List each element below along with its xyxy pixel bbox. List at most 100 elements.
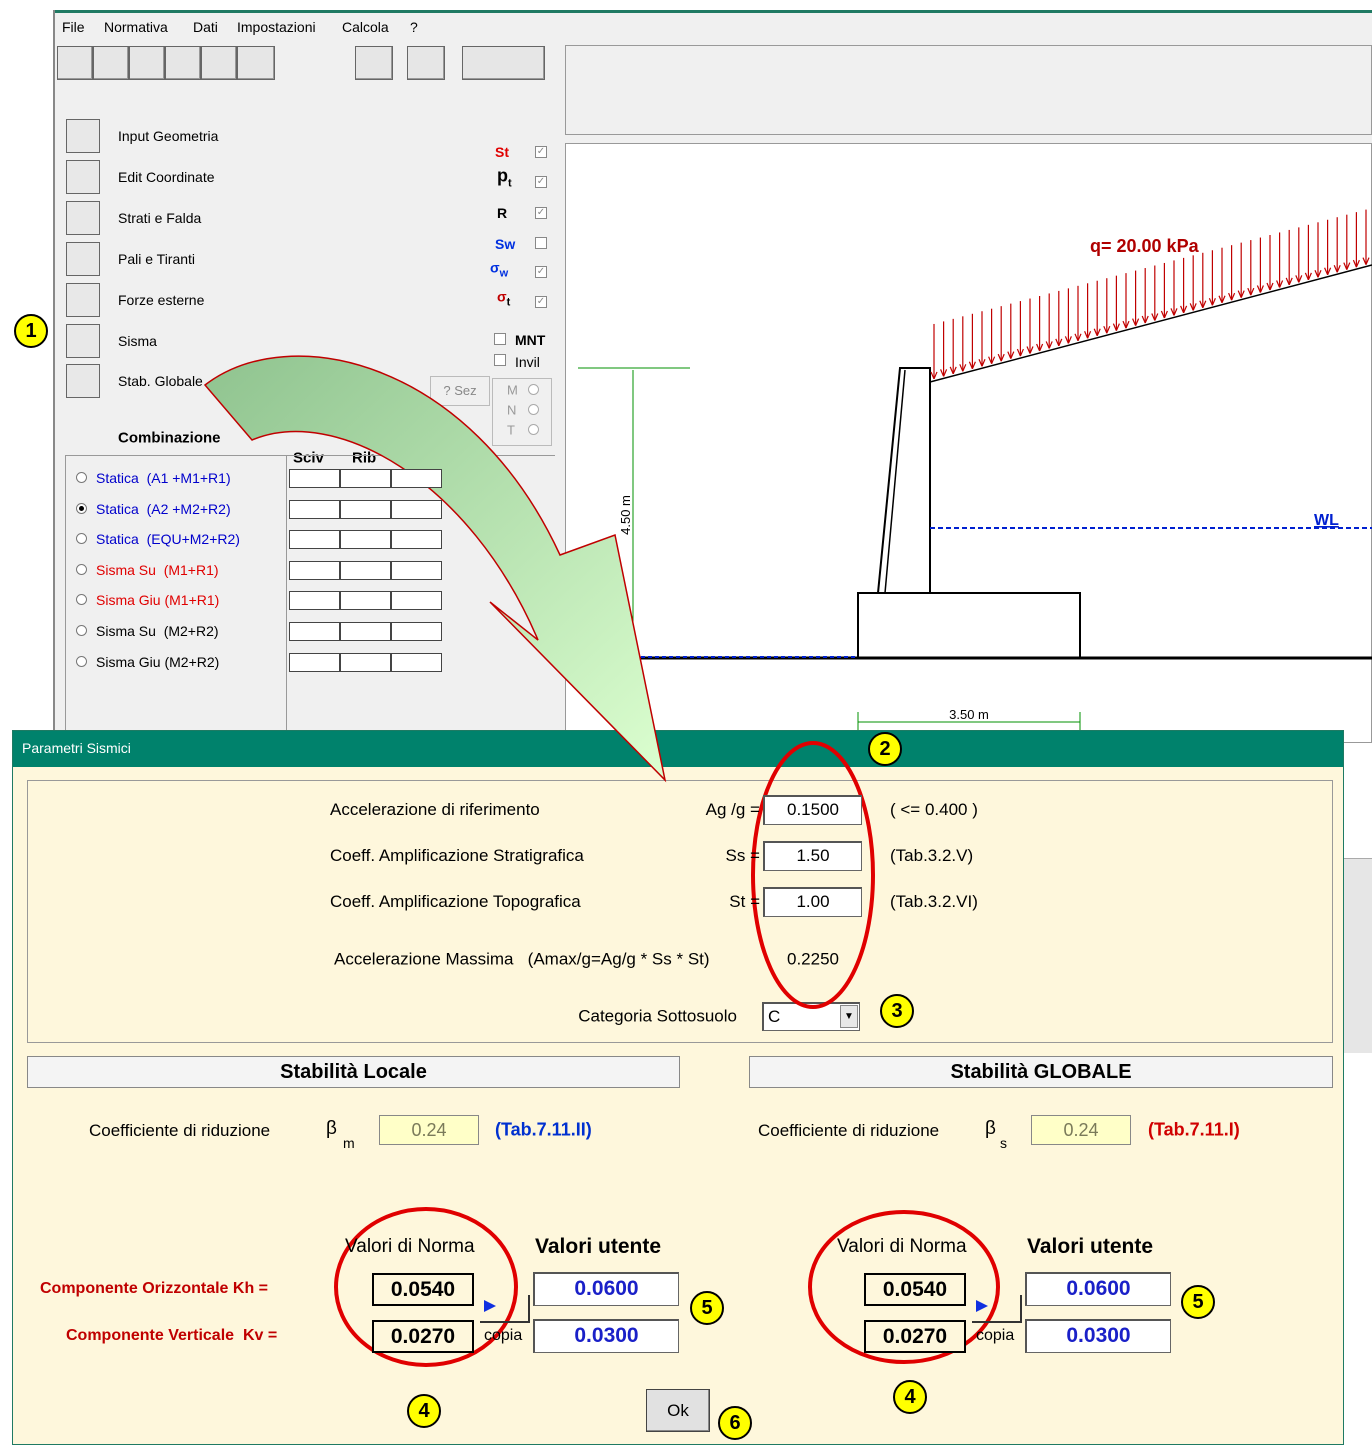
toolbar-button[interactable] — [462, 46, 545, 80]
section-header: Stabilità GLOBALE — [749, 1056, 1333, 1088]
result-cell — [391, 530, 442, 550]
toolbar-button[interactable] — [57, 46, 93, 80]
tool-icon[interactable] — [66, 282, 100, 317]
user-header: Valori utente — [535, 1235, 662, 1258]
load-arrow — [988, 356, 993, 364]
toolbar-button[interactable] — [201, 46, 237, 80]
result-cell — [340, 530, 391, 550]
load-arrow — [1055, 338, 1060, 347]
dropdown-button[interactable]: ▼ — [840, 1005, 858, 1028]
load-arrow — [968, 361, 973, 370]
result-cell — [289, 622, 340, 641]
ok-button[interactable]: Ok — [646, 1389, 710, 1432]
tool-icon[interactable] — [66, 200, 100, 235]
load-arrow — [1122, 320, 1127, 329]
load-arrow — [1317, 270, 1322, 278]
radio[interactable] — [76, 594, 87, 606]
menu-item[interactable]: Dati — [193, 19, 218, 35]
tool-icon[interactable] — [66, 241, 100, 276]
load-arrow — [1106, 325, 1111, 334]
load-arrow — [1324, 267, 1329, 275]
radio[interactable] — [76, 563, 87, 575]
load-arrow — [991, 356, 996, 364]
load-arrow — [1058, 338, 1063, 347]
tool-icon[interactable] — [66, 159, 100, 194]
toggle-sub: t — [506, 296, 511, 309]
radio[interactable] — [76, 655, 87, 667]
result-cell — [289, 499, 340, 519]
checkbox[interactable] — [494, 333, 506, 345]
tool-icon[interactable] — [66, 364, 100, 399]
user-input[interactable]: 0.0600 — [533, 1272, 679, 1306]
checkbox[interactable]: ✓ — [535, 146, 547, 158]
load-arrow — [1266, 282, 1271, 291]
toolbar-button[interactable] — [165, 46, 201, 80]
load-arrow — [1084, 331, 1089, 339]
callout-number: 1 — [14, 314, 48, 348]
toggle-label: σt — [497, 290, 510, 309]
copy-button[interactable] — [972, 1295, 1022, 1323]
tool-icon[interactable] — [66, 323, 100, 358]
load-arrow — [1240, 290, 1245, 298]
result-cell — [289, 560, 340, 580]
parameter-input[interactable]: 1.00 — [763, 887, 862, 917]
load-arrow — [1285, 277, 1290, 286]
load-arrow — [1199, 300, 1204, 309]
load-arrow — [1019, 348, 1024, 357]
checkbox[interactable] — [535, 237, 547, 249]
soil-select[interactable]: C ▼ — [762, 1002, 860, 1031]
beta-subscript: s — [1000, 1135, 1007, 1151]
norm-value: 0.0270 — [864, 1320, 966, 1353]
checkbox[interactable]: ✓ — [535, 296, 547, 308]
toolbar-button[interactable] — [237, 46, 275, 80]
load-arrow — [1045, 341, 1050, 349]
checkbox[interactable]: ✓ — [535, 176, 547, 188]
toolbar-button[interactable] — [407, 46, 445, 80]
load-arrow — [1180, 305, 1185, 314]
load-arrow — [1151, 313, 1156, 321]
menu-item[interactable]: Normativa — [104, 19, 168, 35]
amax-value: 0.2250 — [787, 949, 839, 969]
menu-item[interactable]: ? — [410, 19, 418, 35]
user-header: Valori utente — [1027, 1235, 1154, 1258]
user-input[interactable]: 0.0300 — [533, 1319, 679, 1353]
load-arrow — [1007, 351, 1012, 359]
toolbar-button[interactable] — [129, 46, 165, 80]
tool-icon[interactable] — [66, 119, 100, 153]
norm-value: 0.0540 — [372, 1273, 474, 1306]
tool-label: Input Geometria — [118, 128, 219, 144]
toggle-label: σ — [497, 288, 507, 305]
coef-label: Coefficiente di riduzione — [89, 1121, 271, 1140]
parameter-input[interactable]: 1.50 — [763, 841, 862, 871]
parameter-label: Coeff. Amplificazione Stratigrafica — [330, 846, 584, 865]
load-arrow — [1125, 320, 1130, 329]
toolbar-button[interactable] — [93, 46, 129, 80]
callout-number: 6 — [718, 1406, 752, 1440]
load-arrow — [1279, 280, 1284, 288]
tool-label: Stab. Globale — [118, 373, 203, 390]
soil-label: Categoria Sottosuolo — [578, 1006, 737, 1026]
radio[interactable] — [76, 533, 87, 545]
checkbox[interactable]: ✓ — [535, 207, 547, 219]
parameter-label: Accelerazione di riferimento — [330, 800, 540, 819]
load-arrow — [1333, 264, 1338, 273]
toolbar-button[interactable] — [355, 46, 393, 80]
parameter-input[interactable]: 0.1500 — [763, 795, 862, 825]
result-cell — [340, 622, 391, 641]
load-arrow — [1343, 262, 1348, 270]
copy-button[interactable] — [480, 1295, 530, 1323]
menu-item[interactable]: Impostazioni — [237, 19, 316, 35]
user-input[interactable]: 0.0300 — [1025, 1319, 1171, 1353]
menu-item[interactable]: File — [62, 19, 85, 35]
menu-item[interactable]: Calcola — [342, 19, 389, 35]
parameter-symbol: Ss = — [725, 846, 761, 865]
result-cell — [391, 591, 442, 611]
result-cell — [289, 530, 340, 550]
toggle-label: St — [495, 144, 509, 160]
checkbox[interactable]: ✓ — [535, 266, 547, 278]
user-input[interactable]: 0.0600 — [1025, 1272, 1171, 1306]
toggle-label: pt — [497, 167, 512, 190]
load-arrow — [1211, 298, 1216, 306]
radio[interactable] — [76, 625, 87, 636]
radio[interactable] — [76, 472, 87, 483]
